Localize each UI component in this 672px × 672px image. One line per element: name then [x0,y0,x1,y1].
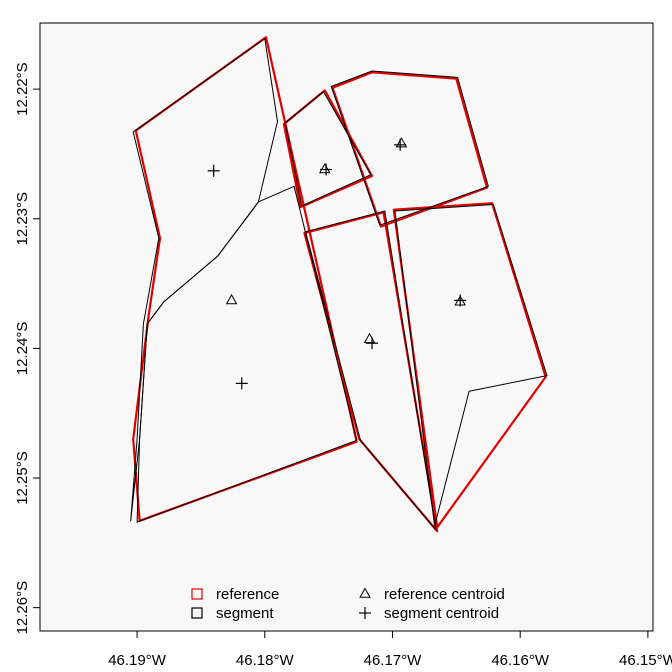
reference-polygon-west-field [132,36,358,522]
segment-polygon-segment-south-east [394,204,548,527]
y-tick-label: 12.24°S [14,322,31,376]
reference-polygon-south-east-field [392,202,547,529]
legend-label: reference [216,586,279,603]
legend-triangle-symbol [359,587,371,598]
legend-label: segment centroid [384,605,499,622]
legend: reference segment reference centroid segmen… [191,586,505,622]
map-panel [40,23,653,631]
legend-label: segment [216,605,274,622]
y-tick-label: 12.25°S [14,451,31,505]
legend-plus-symbol [359,607,371,619]
legend-item: reference centroid [359,586,505,603]
segment-polygon-segment-south-strip [305,210,437,531]
map-frame [39,22,654,632]
x-tick-label: 46.17°W [364,652,423,669]
segment-polygon-segment-south-west [136,185,358,523]
legend-item: segment centroid [359,605,499,622]
y-tick-label: 12.22°S [14,62,31,116]
x-tick-label: 46.18°W [236,652,295,669]
reference-polygon-south-strip [303,211,439,533]
y-tick-label: 12.23°S [14,192,31,246]
reference-centroid-marker [395,137,408,148]
segment-centroid-layer [207,138,467,390]
x-tick-label: 46.19°W [108,652,167,669]
x-tick-label: 46.16°W [491,652,550,669]
segment-polygon-segment-north-strip [284,91,372,207]
reference-polygon-north-east-field [331,71,489,228]
segment-centroid-marker [320,163,333,176]
segment-centroid-marker [366,337,379,350]
segment-centroid-marker [394,138,407,151]
segment-centroid-marker [235,377,248,390]
y-axis: 12.22°S 12.23°S 12.24°S 12.25°S 12.26°S [14,62,40,634]
reference-centroid-marker [225,293,238,305]
legend-square-symbol [191,588,203,600]
legend-item: reference [191,586,279,603]
segment-polygon-segment-north-east [330,70,489,226]
segment-centroid-marker [207,164,220,177]
x-axis: 46.19°W 46.18°W 46.17°W 46.16°W 46.15°W [108,631,672,669]
legend-label: reference centroid [384,586,505,603]
legend-item: segment [191,605,274,622]
x-tick-label: 46.15°W [619,652,672,669]
segment-centroid-marker [454,294,467,307]
reference-centroid-marker [318,162,331,174]
segment-layer [130,38,548,531]
y-tick-label: 12.26°S [14,581,31,635]
legend-square-symbol [191,607,203,619]
